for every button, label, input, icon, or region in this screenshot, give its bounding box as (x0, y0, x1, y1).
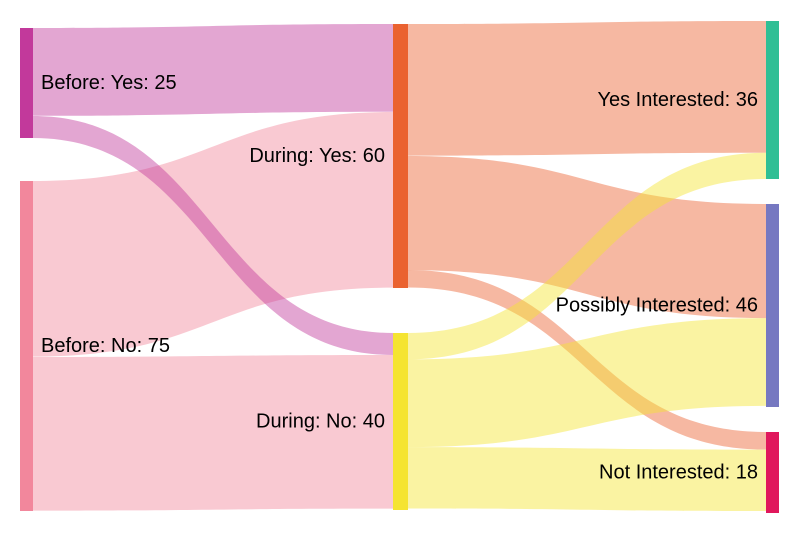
flow-during_no-to-yes_interested (408, 152, 766, 360)
flow-before_no-to-during_yes (33, 112, 393, 357)
node-possibly_interested (766, 204, 779, 407)
flow-before_yes-to-during_no (33, 116, 393, 355)
flow-during_no-to-not_interested (408, 447, 766, 512)
node-label-during_no: During: No: 40 (256, 411, 385, 433)
node-during_yes (393, 24, 408, 288)
flow-during_no-to-possibly_interested (408, 318, 766, 448)
flow-during_yes-to-yes_interested (408, 21, 766, 156)
flow-during_yes-to-possibly_interested (408, 156, 766, 319)
node-label-possibly_interested: Possibly Interested: 46 (556, 295, 758, 317)
node-label-before_yes: Before: Yes: 25 (41, 72, 177, 94)
node-before_no (20, 181, 33, 511)
node-label-before_no: Before: No: 75 (41, 335, 170, 357)
flow-before_yes-to-during_yes (33, 24, 393, 116)
node-during_no (393, 333, 408, 510)
node-label-yes_interested: Yes Interested: 36 (598, 89, 759, 111)
node-yes_interested (766, 21, 779, 179)
node-label-not_interested: Not Interested: 18 (599, 462, 758, 484)
flow-during_yes-to-not_interested (408, 270, 766, 450)
node-not_interested (766, 432, 779, 513)
flow-before_no-to-during_no (33, 355, 393, 511)
node-before_yes (20, 28, 33, 138)
node-label-during_yes: During: Yes: 60 (249, 145, 385, 167)
